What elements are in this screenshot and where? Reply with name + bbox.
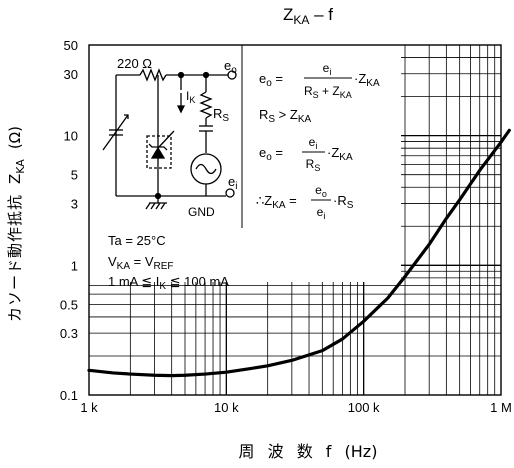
svg-text:ei: ei — [317, 205, 326, 221]
x-axis-label: 周 波 数 f (Hz) — [239, 442, 378, 461]
impedance-curve — [87, 128, 511, 378]
resistor-rs-icon — [199, 91, 213, 119]
svg-text:·RS: ·RS — [333, 193, 354, 211]
svg-text:ei: ei — [309, 135, 318, 151]
x-tick-label: 1 k — [80, 400, 98, 415]
svg-text:ei: ei — [323, 61, 332, 77]
chart-title: ZKA – f — [283, 5, 333, 27]
svg-text:RS + ZKA: RS + ZKA — [304, 84, 352, 100]
svg-text:Ta = 25°C: Ta = 25°C — [108, 233, 166, 248]
ei-terminal-icon — [225, 188, 235, 198]
svg-text:·ZKA: ·ZKA — [354, 71, 380, 89]
svg-text:220 Ω: 220 Ω — [117, 56, 152, 71]
y-tick-label: 0.5 — [60, 297, 78, 312]
x-tick-label: 1 M — [490, 400, 512, 415]
inset-background — [89, 45, 401, 282]
svg-text:·ZKA: ·ZKA — [327, 145, 353, 163]
svg-text:GND: GND — [188, 205, 215, 219]
test-conditions: Ta = 25°C VKA = VREF 1 mA ≦ IK ≦ 100 mA — [108, 233, 229, 292]
y-tick-label: 50 — [64, 38, 78, 53]
svg-text:RS > ZKA: RS > ZKA — [259, 107, 311, 125]
x-tick-label: 100 k — [348, 400, 380, 415]
svg-text:eo =: eo = — [259, 71, 283, 89]
svg-text:RS: RS — [213, 106, 229, 124]
y-tick-label: 0.1 — [60, 388, 78, 403]
y-tick-label: 30 — [64, 67, 78, 82]
svg-text:1 mA ≦ IK ≦ 100 mA: 1 mA ≦ IK ≦ 100 mA — [108, 274, 229, 292]
zener-diode-icon — [150, 146, 166, 159]
x-tick-labels: 1 k 10 k 100 k 1 M — [80, 400, 512, 415]
svg-text:ei: ei — [228, 174, 237, 192]
svg-text:カソード動作抵抗ZKA(Ω): カソード動作抵抗ZKA(Ω) — [6, 126, 27, 322]
x-tick-label: 10 k — [214, 400, 239, 415]
resistor-220-icon — [139, 68, 167, 82]
y-tick-label: 3 — [71, 196, 78, 211]
y-tick-labels: 50 30 10 5 3 1 0.5 0.3 0.1 — [60, 38, 78, 403]
svg-text:eo =: eo = — [259, 145, 283, 163]
test-circuit-diagram — [102, 68, 237, 210]
y-tick-label: 0.3 — [60, 326, 78, 341]
equations: eo = ei RS + ZKA ·ZKA RS > ZKA eo = ei R… — [256, 61, 380, 221]
svg-text:∴ZKA =: ∴ZKA = — [256, 193, 297, 211]
svg-text:IK: IK — [186, 89, 195, 105]
zener-box — [146, 135, 172, 169]
eo-terminal-icon — [227, 70, 237, 80]
plot-frame — [88, 44, 502, 396]
y-tick-label: 1 — [71, 258, 78, 273]
svg-text:eo: eo — [224, 58, 237, 76]
svg-text:eo: eo — [315, 183, 327, 199]
y-tick-label: 10 — [64, 129, 78, 144]
y-axis-label: カソード動作抵抗ZKA(Ω) — [6, 126, 27, 322]
svg-text:VKA = VREF: VKA = VREF — [108, 254, 174, 272]
y-tick-label: 5 — [71, 168, 78, 183]
circuit-labels: 220 Ω eo IK RS ei GND — [117, 56, 237, 219]
svg-text:RS: RS — [306, 157, 321, 173]
